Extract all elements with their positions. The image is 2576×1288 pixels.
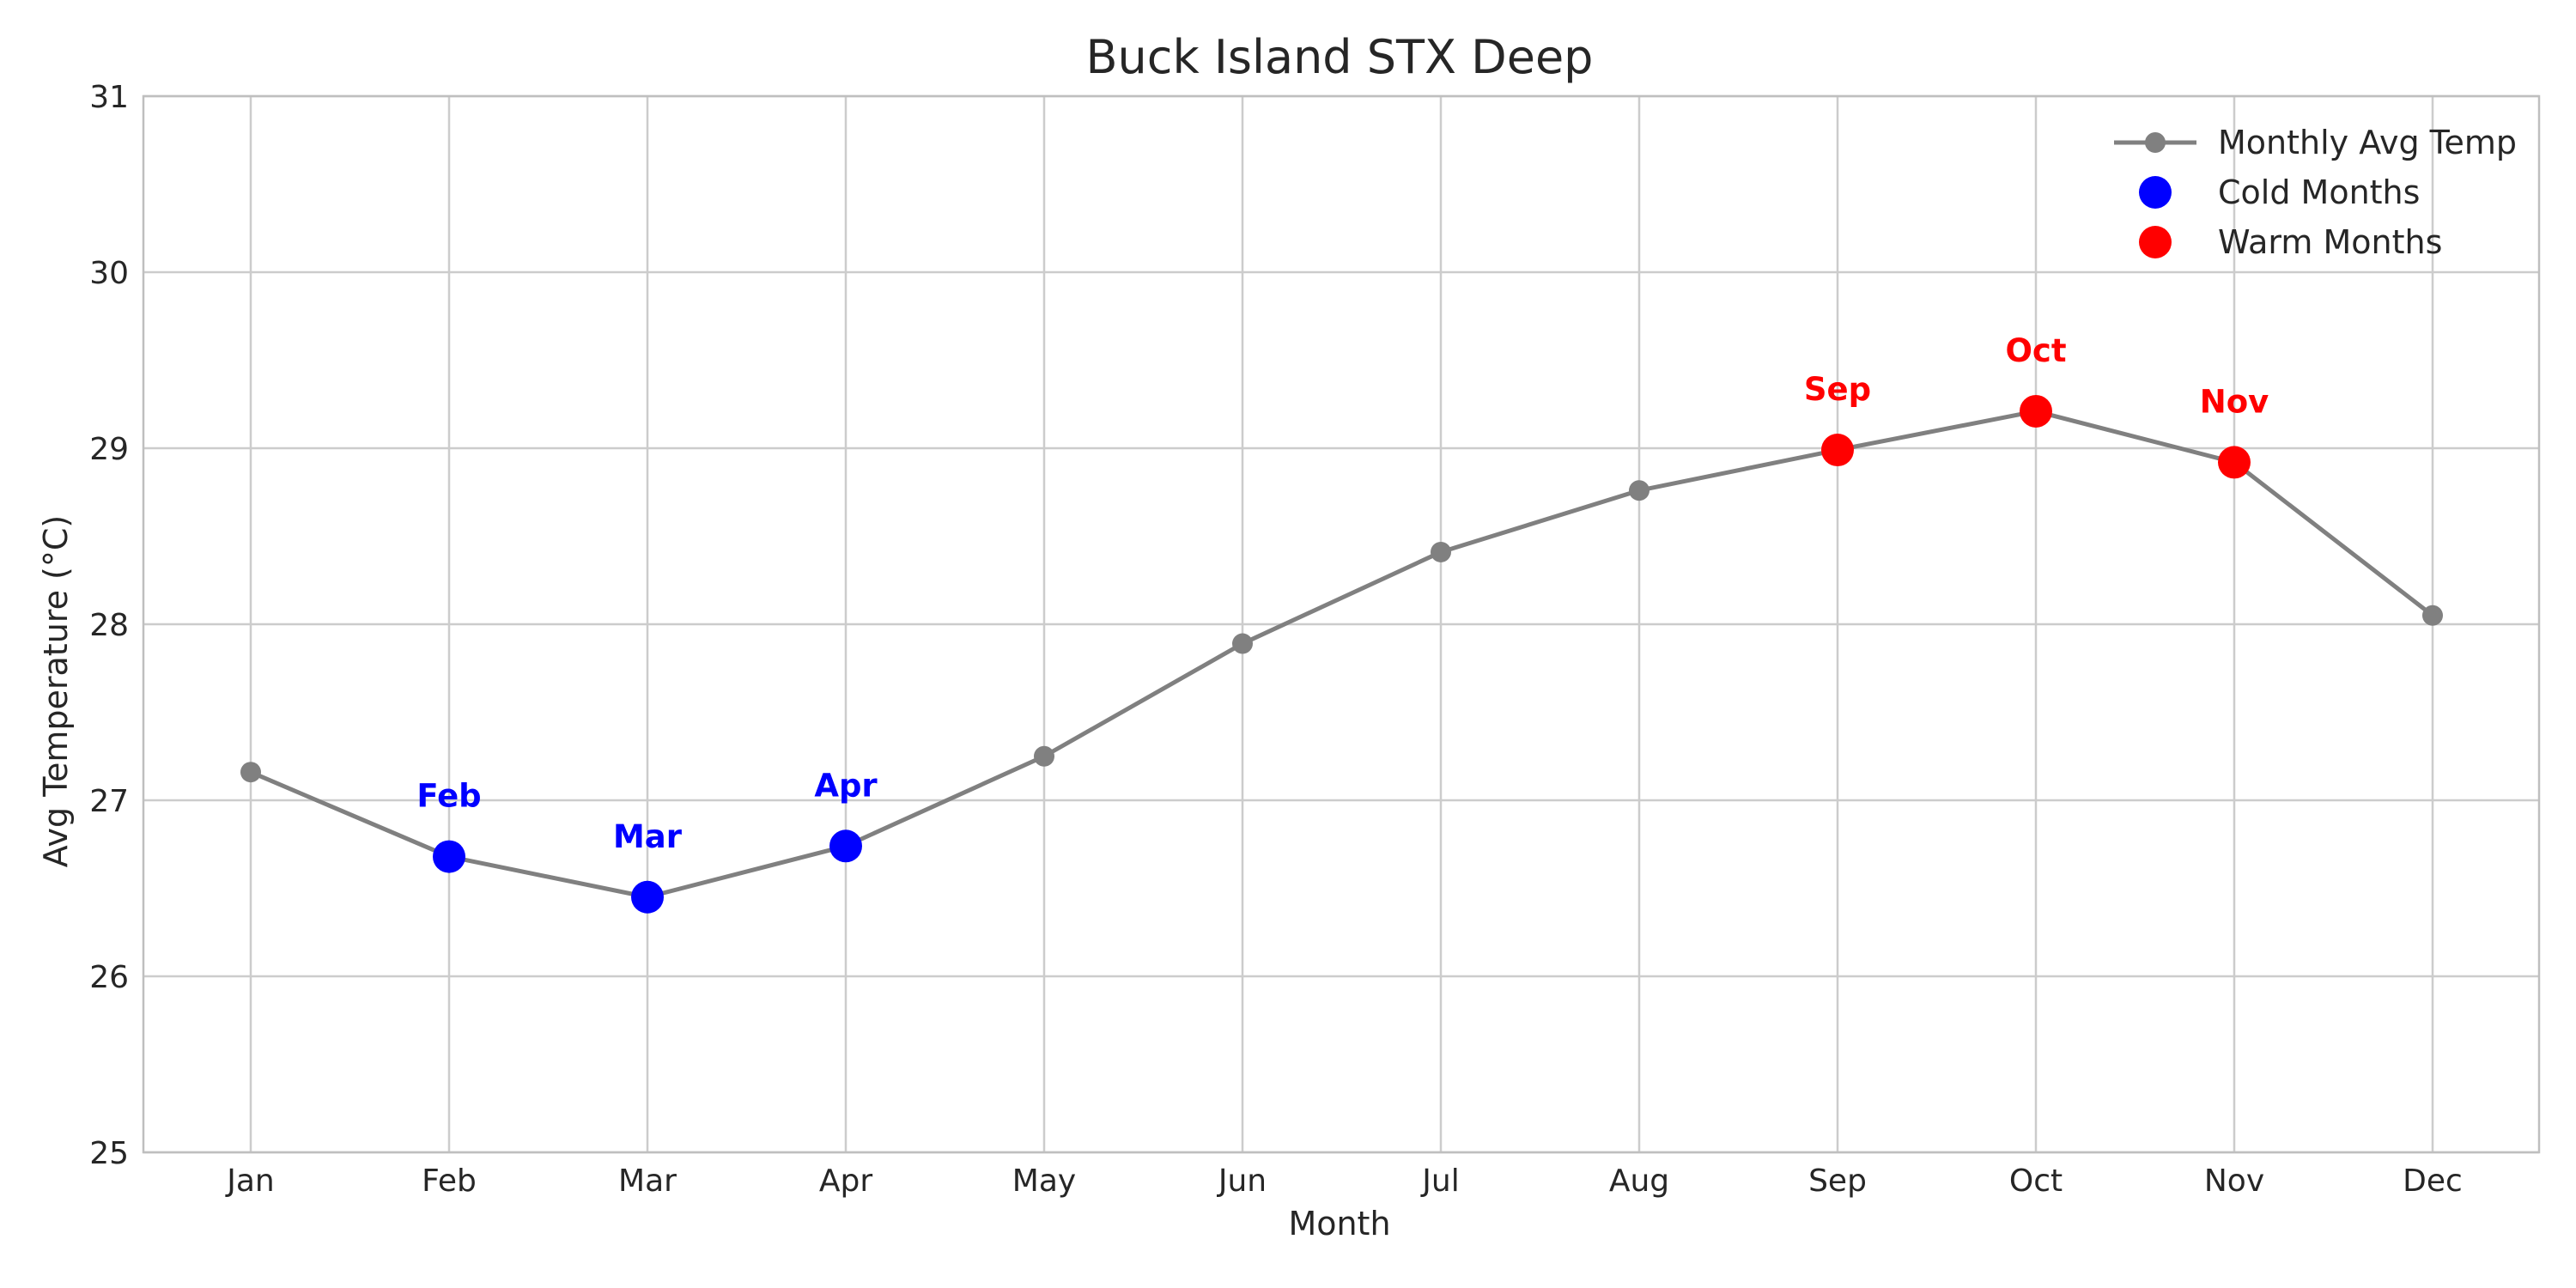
y-tick-label: 27 <box>89 784 129 819</box>
data-point <box>1431 541 1451 562</box>
y-tick-label: 28 <box>89 608 129 643</box>
x-tick-label: Mar <box>618 1163 677 1199</box>
plot-frame <box>142 94 2541 1154</box>
legend-point-marker <box>2139 176 2172 209</box>
cold-month-point <box>631 880 664 914</box>
legend: Monthly Avg Temp Cold Months Warm Months <box>2114 124 2517 261</box>
legend-label: Cold Months <box>2218 173 2420 211</box>
data-point <box>2422 605 2443 626</box>
x-axis-label: Month <box>1288 1205 1390 1242</box>
cold-month-point <box>829 829 862 863</box>
axis-layer: 25 26 27 28 29 30 31 Jan Feb Mar Apr May Jun Jul Aug Se… <box>89 80 2541 1199</box>
legend-label: Monthly Avg Temp <box>2218 124 2517 161</box>
x-tick-label: Dec <box>2403 1163 2463 1199</box>
highlight-label: Feb <box>416 778 481 815</box>
data-point <box>1034 745 1054 767</box>
series-line <box>250 409 2434 900</box>
legend-point-marker <box>2145 132 2166 153</box>
highlight-label: Sep <box>1804 371 1871 408</box>
data-point <box>1232 633 1253 654</box>
y-tick-label: 29 <box>89 432 129 467</box>
highlight-label: Apr <box>814 767 878 804</box>
x-tick-label: Jun <box>1217 1163 1267 1199</box>
series-layer <box>240 400 2443 908</box>
x-tick-label: Feb <box>422 1163 477 1199</box>
x-tick-label: Jan <box>225 1163 275 1199</box>
warm-month-point <box>1821 434 1854 467</box>
y-tick-label: 30 <box>89 256 129 291</box>
data-point <box>1629 480 1649 501</box>
warm-month-point <box>2020 394 2052 428</box>
x-tick-label: Nov <box>2204 1163 2264 1199</box>
legend-point-marker <box>2139 226 2172 258</box>
cold-month-point <box>433 840 465 873</box>
x-tick-label: Oct <box>2009 1163 2063 1199</box>
y-tick-label: 26 <box>89 960 129 995</box>
x-tick-label: Sep <box>1808 1163 1867 1199</box>
chart-title: Buck Island STX Deep <box>1086 30 1594 84</box>
highlight-layer: Feb Mar Apr Sep Oct Nov <box>416 332 2269 914</box>
warm-month-point <box>2218 446 2251 479</box>
x-tick-label: Jul <box>1420 1163 1459 1199</box>
highlight-label: Oct <box>2005 332 2066 369</box>
y-tick-label: 31 <box>89 80 129 115</box>
y-axis-label: Avg Temperature (°C) <box>37 515 75 867</box>
data-point <box>240 762 261 783</box>
x-tick-label: Aug <box>1609 1163 1669 1199</box>
highlight-label: Nov <box>2200 383 2269 420</box>
x-tick-label: Apr <box>819 1163 872 1199</box>
y-tick-label: 25 <box>89 1136 129 1171</box>
grid-layer <box>143 94 2539 1154</box>
x-tick-label: May <box>1012 1163 1076 1199</box>
legend-label: Warm Months <box>2218 223 2442 261</box>
highlight-label: Mar <box>613 818 683 855</box>
